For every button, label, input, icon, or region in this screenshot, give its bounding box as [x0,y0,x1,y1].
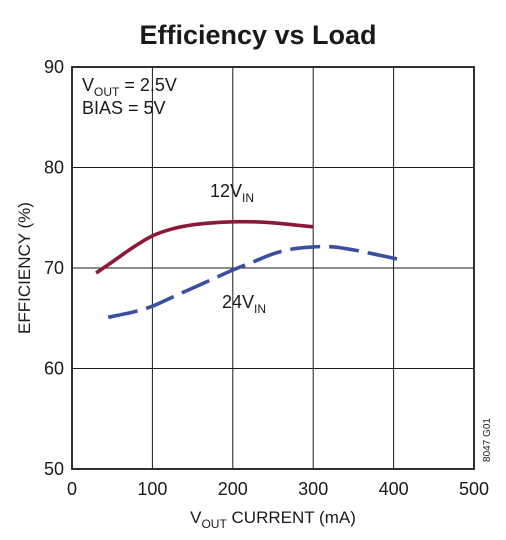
x-axis-label: VOUT CURRENT (mA) [190,508,356,531]
x-tick-label: 100 [137,479,167,499]
x-tick-label: 0 [67,479,77,499]
series-line-24vin [107,244,403,320]
series-line-12vin [95,219,314,275]
chart-title: Efficiency vs Load [139,20,376,50]
vout-annotation: VOUT = 2.5V [82,75,177,99]
series-lines [95,219,403,320]
y-tick-label: 80 [44,158,64,178]
y-tick-label: 50 [44,459,64,479]
x-tick-label: 500 [459,479,489,499]
y-axis-label: EFFICIENCY (%) [15,202,34,334]
x-tick-label: 200 [218,479,248,499]
series-label-24vin: 24VIN [222,292,266,316]
x-tick-labels: 0 100 200 300 400 500 [67,479,489,499]
plot-frame [71,66,475,470]
x-tick-label: 400 [379,479,409,499]
x-tick-label: 300 [298,479,328,499]
bias-annotation: BIAS = 5V [82,98,166,118]
y-tick-label: 70 [44,258,64,278]
y-tick-label: 60 [44,359,64,379]
y-tick-label: 90 [44,57,64,77]
grid-lines [71,66,475,470]
y-tick-labels: 50 60 70 80 90 [44,57,64,479]
series-label-12vin: 12VIN [210,181,254,205]
figure-code: 8047 G01 [482,418,493,462]
